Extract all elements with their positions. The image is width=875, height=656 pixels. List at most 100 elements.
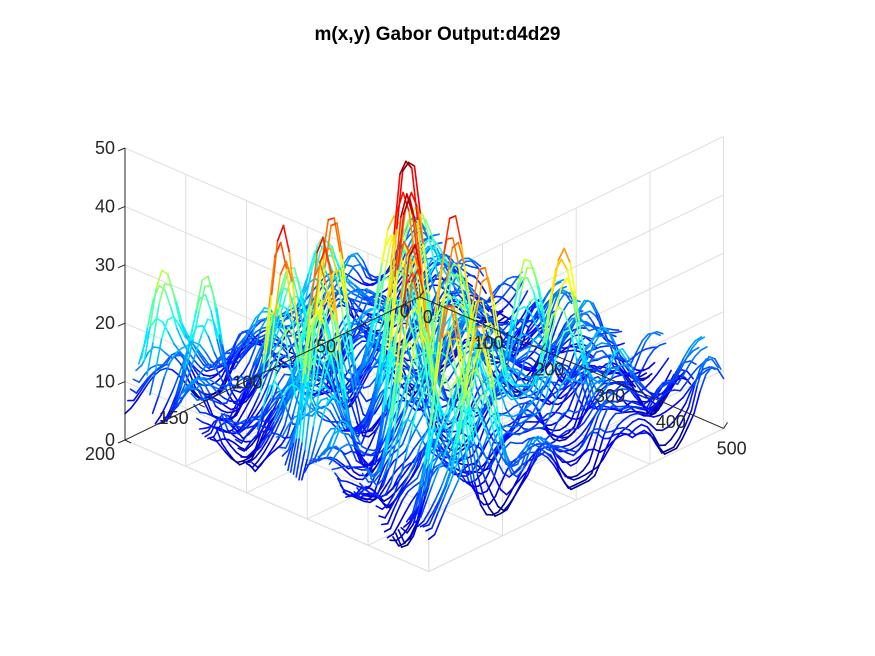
- mesh-segment: [214, 405, 223, 412]
- mesh-segment: [551, 378, 560, 392]
- mesh-segment: [211, 386, 220, 395]
- mesh-segment: [562, 377, 571, 389]
- mesh-segment: [400, 482, 409, 493]
- mesh-segment: [270, 399, 278, 409]
- mesh-segment: [190, 378, 199, 385]
- mesh-segment: [337, 402, 345, 420]
- mesh-segment: [347, 299, 356, 313]
- mesh-segment: [525, 413, 534, 416]
- mesh-segment: [317, 325, 326, 338]
- mesh-segment: [220, 402, 228, 405]
- mesh-segment: [530, 357, 539, 365]
- mesh-segment: [384, 234, 393, 248]
- mesh-segment: [324, 348, 333, 362]
- mesh-segment: [535, 325, 544, 341]
- mesh-segment: [205, 368, 214, 373]
- mesh-segment: [246, 450, 254, 458]
- mesh-segment: [520, 290, 529, 303]
- mesh-segment: [201, 421, 210, 426]
- mesh-segment: [373, 473, 382, 483]
- mesh-segment: [274, 364, 283, 377]
- mesh-segment: [292, 390, 301, 415]
- mesh-segment: [376, 410, 385, 451]
- mesh-segment: [237, 376, 246, 383]
- mesh-segment: [437, 294, 446, 314]
- mesh-segment: [572, 290, 580, 322]
- mesh-segment: [161, 269, 169, 276]
- mesh-segment: [428, 274, 437, 283]
- mesh-segment: [261, 420, 269, 423]
- mesh-segment: [518, 347, 526, 353]
- mesh-segment: [376, 484, 385, 495]
- mesh-segment: [248, 463, 256, 473]
- mesh-segment: [384, 295, 392, 356]
- mesh-segment: [300, 456, 309, 481]
- mesh-segment: [518, 372, 527, 378]
- mesh-segment: [475, 280, 483, 315]
- mesh-segment: [408, 340, 417, 359]
- mesh-segment: [546, 314, 554, 341]
- mesh-segment: [215, 368, 224, 382]
- mesh-segment: [354, 350, 362, 362]
- mesh-segment: [340, 419, 349, 425]
- mesh-segment: [316, 375, 325, 383]
- mesh-segment: [359, 282, 368, 287]
- mesh-segment: [339, 352, 348, 400]
- mesh-segment: [592, 302, 600, 316]
- mesh-segment: [304, 401, 312, 452]
- mesh-segment: [169, 351, 177, 363]
- mesh-segment: [548, 269, 557, 304]
- mesh-segment: [424, 270, 433, 288]
- mesh-segment: [474, 293, 482, 299]
- mesh-segment: [395, 499, 404, 515]
- mesh-segment: [439, 438, 448, 446]
- mesh-segment: [147, 371, 155, 379]
- mesh-segment: [164, 283, 172, 286]
- mesh-segment: [516, 385, 525, 393]
- surface-mesh: [124, 160, 725, 548]
- mesh-segment: [384, 416, 393, 453]
- mesh-segment: [225, 389, 234, 404]
- mesh-segment: [488, 447, 497, 459]
- mesh-segment: [276, 335, 285, 365]
- mesh-segment: [564, 315, 572, 326]
- mesh-segment: [241, 393, 249, 401]
- mesh-segment: [521, 360, 530, 365]
- mesh-segment: [359, 288, 368, 293]
- mesh-segment: [326, 416, 334, 426]
- mesh-segment: [331, 320, 339, 367]
- mesh-segment: [647, 361, 656, 369]
- mesh-segment: [470, 260, 479, 268]
- mesh-segment: [196, 376, 205, 381]
- mesh-segment: [276, 289, 284, 318]
- mesh-segment: [199, 343, 207, 354]
- mesh-segment: [416, 352, 425, 356]
- mesh-segment: [284, 446, 292, 466]
- mesh-segment: [163, 360, 172, 378]
- mesh-segment: [551, 259, 560, 295]
- mesh-segment: [499, 390, 507, 410]
- mesh-segment: [146, 298, 155, 329]
- mesh-segment: [363, 308, 372, 314]
- mesh-segment: [355, 340, 363, 347]
- mesh-segment: [615, 355, 623, 360]
- mesh-segment: [282, 327, 290, 338]
- mesh-segment: [226, 429, 235, 437]
- mesh-segment: [152, 303, 160, 344]
- mesh-segment: [658, 342, 667, 347]
- mesh-segment: [160, 401, 168, 416]
- mesh-segment: [478, 304, 486, 313]
- mesh-segment: [503, 286, 512, 296]
- mesh-segment: [273, 406, 281, 422]
- mesh-segment: [362, 486, 371, 491]
- mesh-segment: [628, 410, 636, 413]
- mesh-segment: [273, 392, 282, 401]
- mesh-segment: [249, 435, 257, 444]
- mesh-segment: [469, 312, 478, 352]
- mesh-segment: [396, 213, 405, 271]
- mesh-segment: [334, 472, 342, 482]
- mesh-segment: [566, 374, 575, 390]
- mesh-segment: [262, 385, 271, 407]
- mesh-segment: [523, 300, 531, 323]
- mesh-segment: [345, 384, 354, 396]
